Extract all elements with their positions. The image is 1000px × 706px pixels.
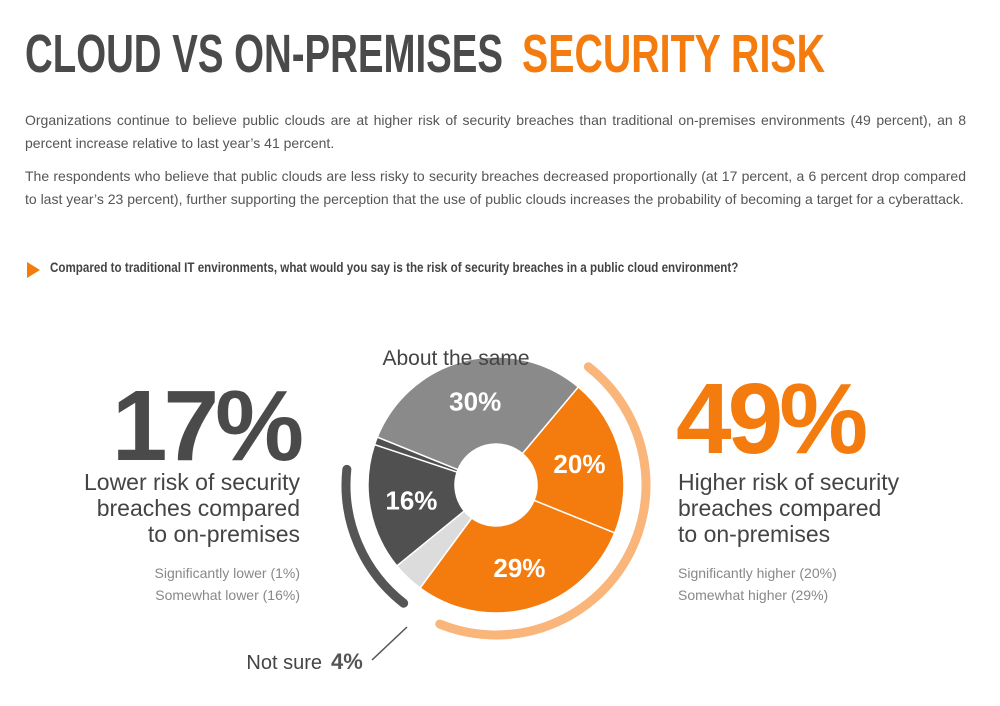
slice-label: 29% xyxy=(493,553,545,583)
summary-text: to on-premises xyxy=(678,521,830,547)
paragraph: Organizations continue to believe public… xyxy=(25,112,966,151)
legend-item: Significantly lower (1%) xyxy=(155,565,301,581)
legend-item: Somewhat higher (29%) xyxy=(678,587,828,603)
legend-item: Significantly higher (20%) xyxy=(678,565,837,581)
slice-label: 16% xyxy=(385,486,437,516)
donut: 20% 29% 16% 30% xyxy=(367,356,625,614)
summary-value: 49% xyxy=(676,363,866,475)
summary-text: to on-premises xyxy=(148,521,300,547)
legend-item: Somewhat lower (16%) xyxy=(155,587,300,603)
summary-value: 17% xyxy=(112,370,302,482)
question: Compared to traditional IT environments,… xyxy=(50,260,739,275)
title-accent: SECURITY RISK xyxy=(522,24,825,84)
question-marker xyxy=(27,262,40,278)
summary-text: breaches compared xyxy=(97,495,300,521)
summary-text: Higher risk of security xyxy=(678,469,900,495)
paragraph: The respondents who believe that public … xyxy=(25,168,966,207)
summary-text: breaches compared xyxy=(678,495,881,521)
lower-arc xyxy=(341,464,409,608)
slice-category: Not sure xyxy=(246,652,322,674)
slice xyxy=(376,356,580,471)
summary-text: Lower risk of security xyxy=(84,469,301,495)
slice-label: 30% xyxy=(449,387,501,417)
slice xyxy=(418,499,616,614)
higher-arc xyxy=(435,362,651,640)
title-dark: CLOUD VS ON-PREMISES xyxy=(25,24,503,84)
slice xyxy=(367,443,466,567)
leader-line xyxy=(371,626,408,661)
slice-label: 20% xyxy=(553,449,605,479)
slice-category: About the same xyxy=(382,347,529,370)
slice-label: 4% xyxy=(331,649,363,674)
